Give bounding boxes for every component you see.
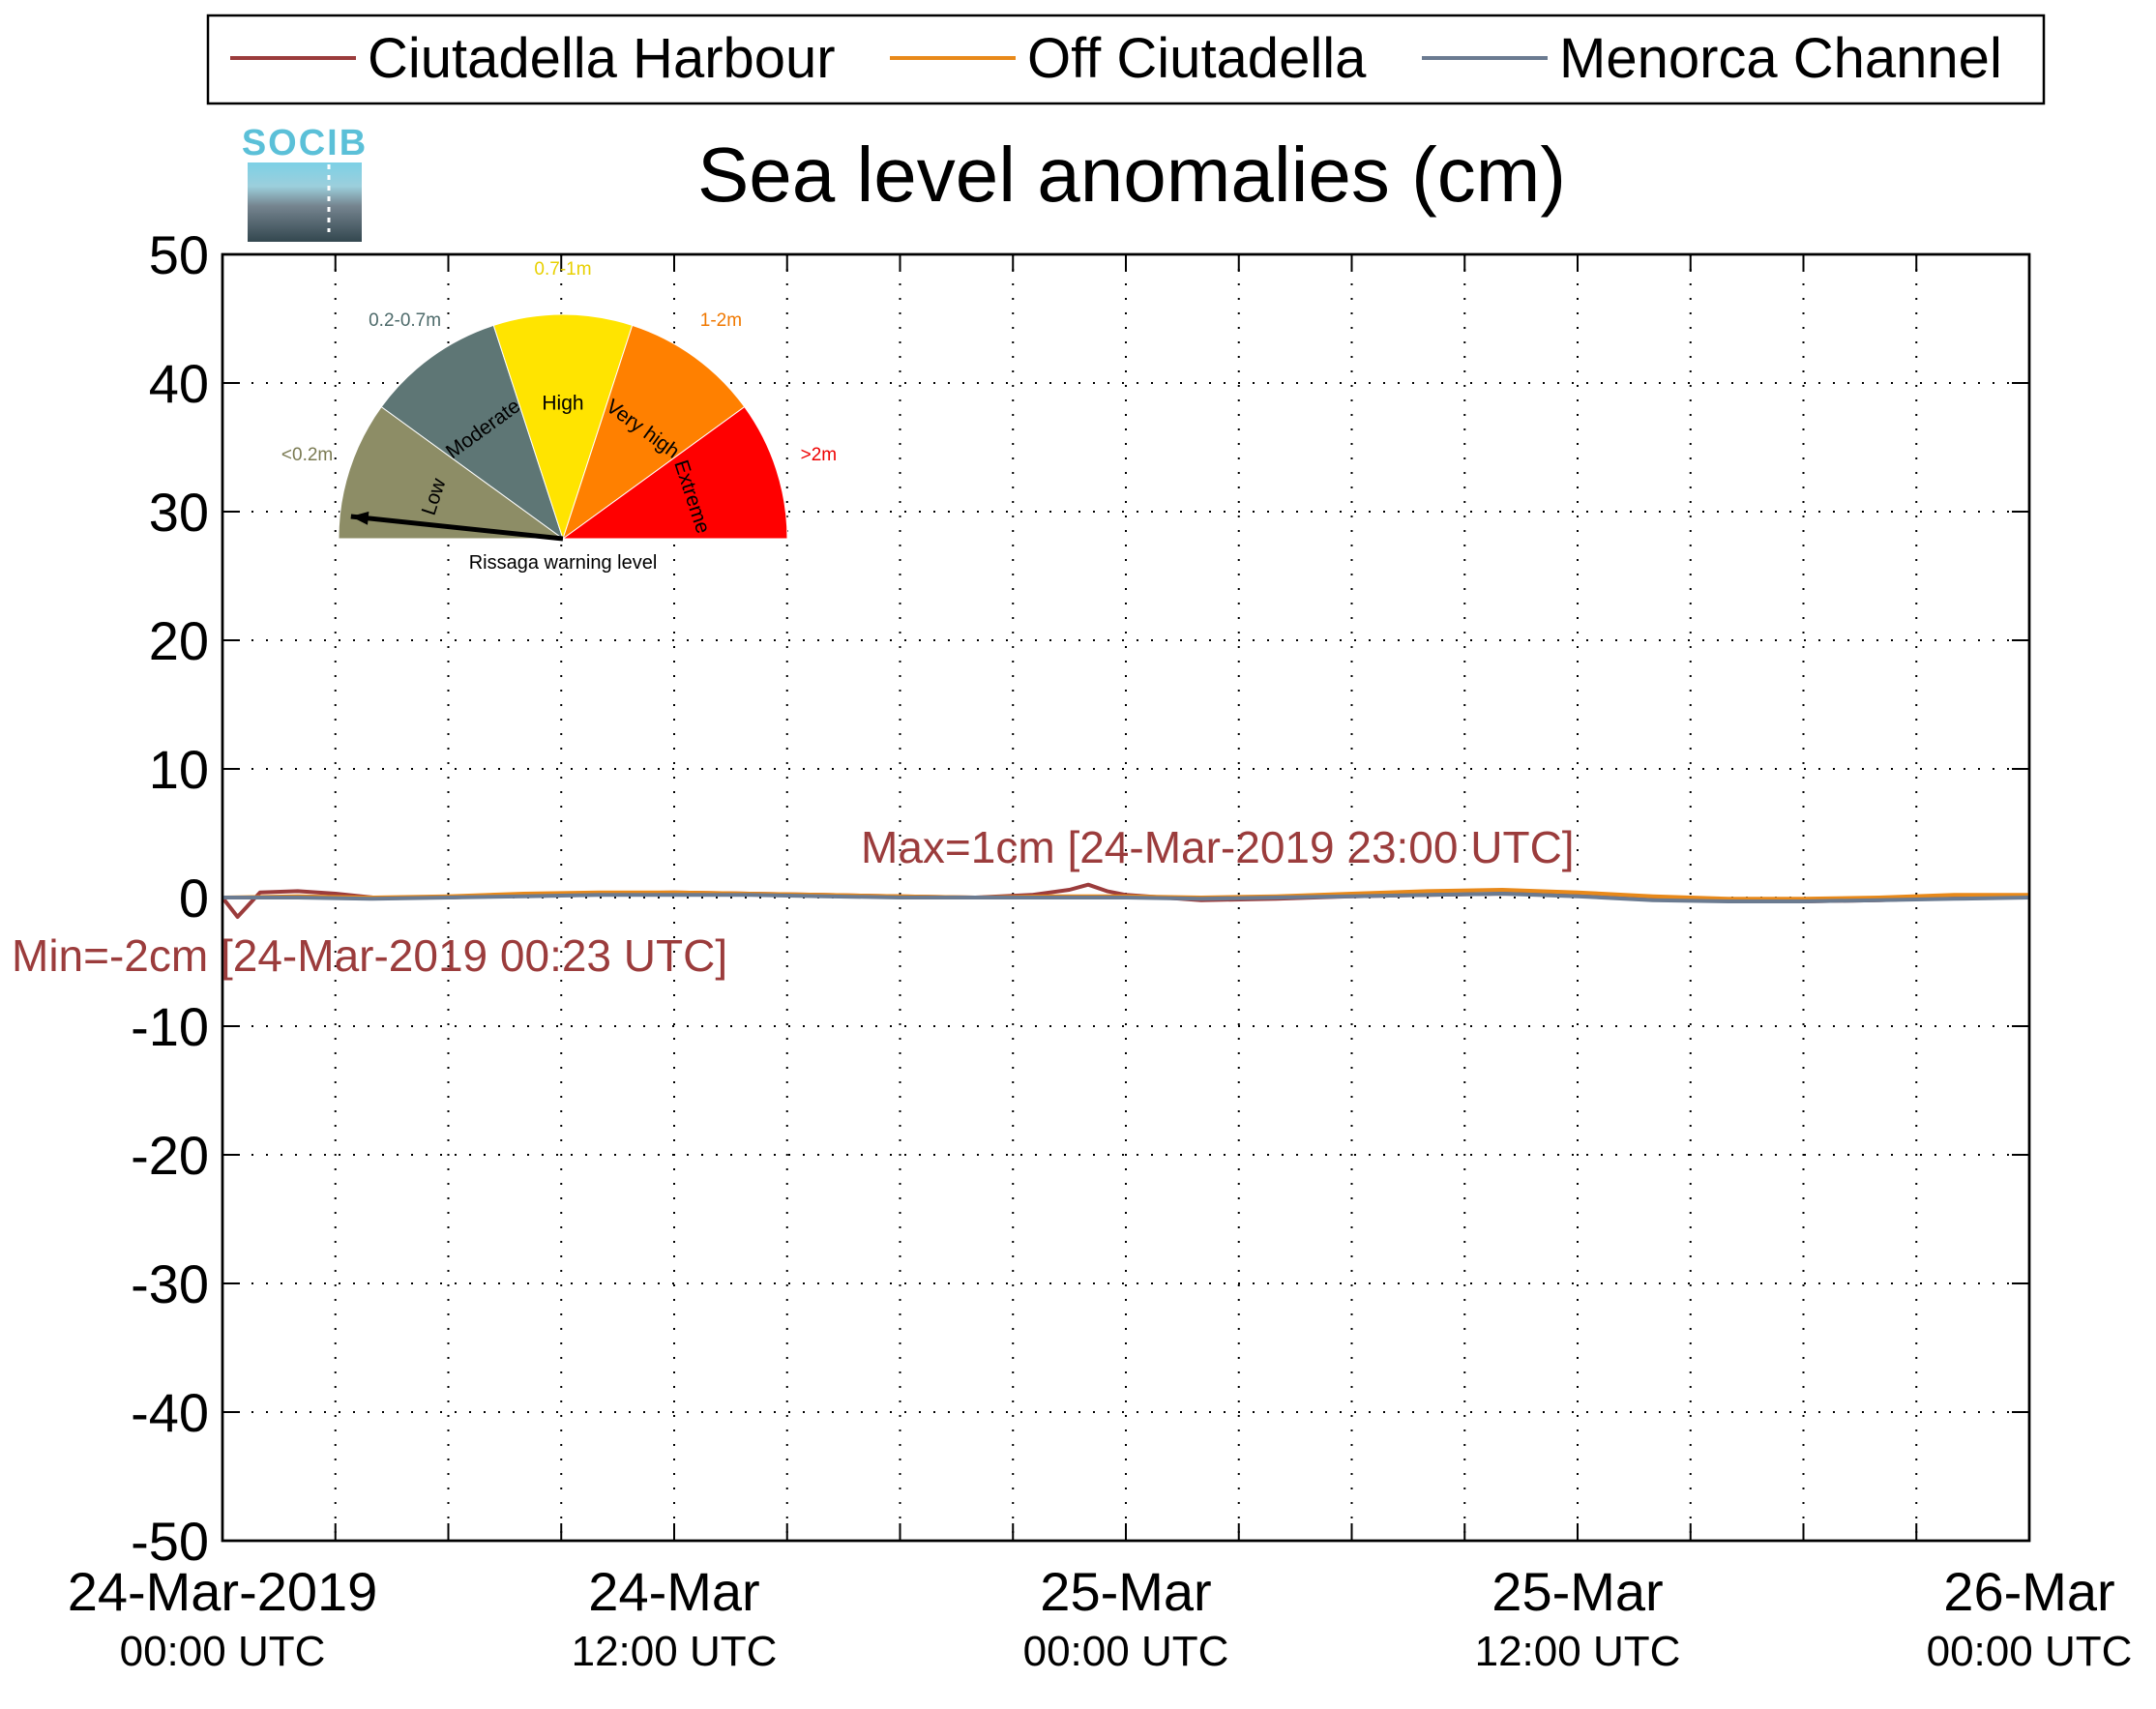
gauge-range-label-moderate: 0.2-0.7m [369,310,441,331]
gauge-title: Rissaga warning level [469,552,658,574]
y-tick-label: 40 [149,353,209,414]
y-tick-label: -30 [131,1253,209,1314]
socib-logo-wave [248,162,362,242]
x-tick-date-label: 25-Mar [1491,1561,1663,1622]
x-tick-time-label: 00:00 UTC [1023,1628,1229,1675]
legend: Ciutadella Harbour Off Ciutadella Menorc… [206,14,2046,105]
y-tick-label: -50 [131,1511,209,1572]
gauge-segment-extreme [561,405,788,540]
y-tick-label: 50 [149,224,209,285]
x-tick-date-label: 25-Mar [1040,1561,1211,1622]
y-tick-label: 30 [149,482,209,543]
gauge-needle [350,514,564,542]
max-annotation: Max=1cm [24-Mar-2019 23:00 UTC] [861,822,1575,872]
gauge-needle-head [350,511,369,525]
y-tick-label: -10 [131,996,209,1057]
x-tick-time-label: 00:00 UTC [1927,1628,2133,1675]
y-tick-label: 20 [149,610,209,671]
y-tick-label: 0 [179,868,209,928]
gauge-range-label-very-high: 1-2m [700,310,742,331]
socib-logo: SOCIB [242,123,368,242]
chart-title: Sea level anomalies (cm) [697,132,1566,218]
x-tick-date-label: 26-Mar [1943,1561,2114,1622]
data-series [221,882,2030,919]
legend-box [206,14,2046,105]
series-line-menorca-channel [222,892,2030,903]
legend-label-ciutadella-harbour: Ciutadella Harbour [368,27,836,90]
gauge-segment-low [338,405,565,540]
legend-label-menorca-channel: Menorca Channel [1559,27,2002,90]
gauge-range-label-low: <0.2m [281,445,333,465]
y-axis-labels: 50 40 30 20 10 0 -10 -20 -30 -40 -50 [131,224,209,1572]
gauge-range-label-high: 0.7-1m [534,259,591,280]
gauge-range-label-extreme: >2m [801,445,838,465]
socib-logo-text: SOCIB [242,123,368,163]
legend-label-off-ciutadella: Off Ciutadella [1027,27,1367,90]
x-tick-time-label: 12:00 UTC [572,1628,778,1675]
y-tick-label: -20 [131,1125,209,1186]
gauge-segment-high [492,313,634,541]
gauge-segment-moderate [380,324,564,541]
x-tick-time-label: 00:00 UTC [120,1628,326,1675]
gauge-segment-label-high: High [542,392,583,414]
plot-frame [221,252,2031,1543]
y-tick-label: 10 [149,739,209,800]
x-tick-date-label: 24-Mar [588,1561,759,1622]
x-axis-labels: 24-Mar-2019 00:00 UTC 24-Mar 12:00 UTC 25-Ma… [68,1561,2133,1675]
y-tick-label: -40 [131,1382,209,1443]
min-annotation: Min=-2cm [24-Mar-2019 00:23 UTC] [12,930,727,981]
x-tick-date-label: 24-Mar-2019 [68,1561,378,1622]
x-tick-time-label: 12:00 UTC [1475,1628,1681,1675]
gauge-segment-very-high [562,324,746,541]
